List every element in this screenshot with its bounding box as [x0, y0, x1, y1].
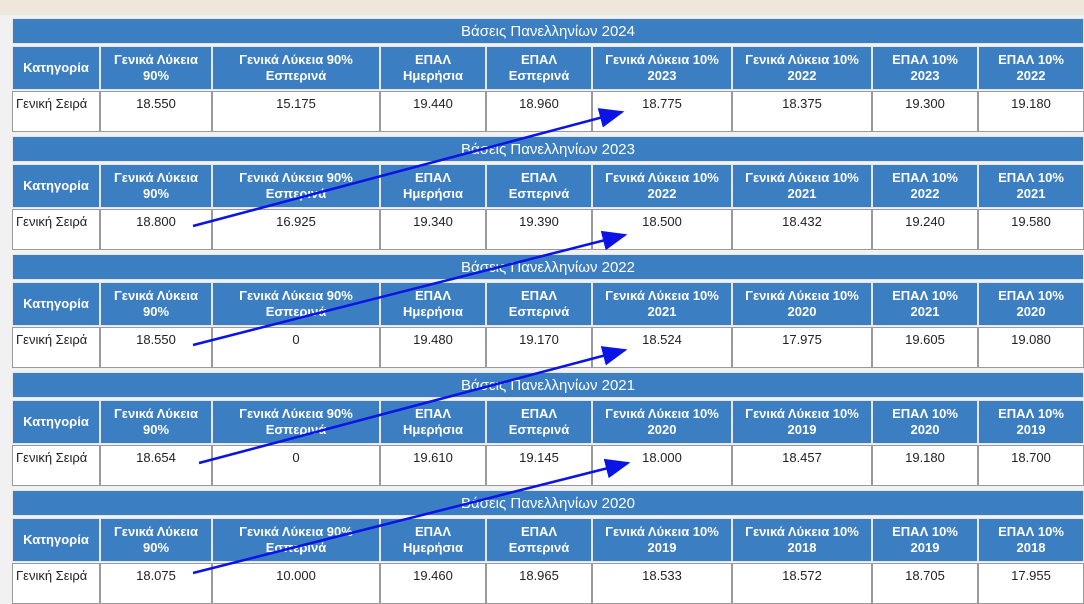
- data-cell: 17.975: [732, 327, 872, 368]
- arrow: [192, 108, 625, 228]
- header-cell: Γενικά Λύκεια 10% 2020: [592, 400, 732, 444]
- data-cell: 18.550: [100, 327, 212, 368]
- header-cell: ΕΠΑΛ Εσπερινά: [486, 164, 592, 208]
- table: Βάσεις Πανελληνίων 2022 Κατηγορία Γενικά Λ…: [12, 254, 1084, 368]
- header-cell: ΕΠΑΛ Ημερήσια: [380, 46, 486, 90]
- header-cell: ΕΠΑΛ Εσπερινά: [486, 518, 592, 562]
- header-cell: ΕΠΑΛ 10% 2023: [872, 46, 978, 90]
- arrow: [192, 458, 631, 575]
- header-cell: ΕΠΑΛ 10% 2021: [978, 164, 1084, 208]
- data-cell: 19.180: [978, 91, 1084, 132]
- table-title: Βάσεις Πανελληνίων 2021: [12, 372, 1084, 398]
- header-cell: Γενικά Λύκεια 90%: [100, 164, 212, 208]
- header-cell: Γενικά Λύκεια 90% Εσπερινά: [212, 164, 380, 208]
- data-cell: 16.925: [212, 209, 380, 250]
- header-cell: ΕΠΑΛ 10% 2020: [872, 400, 978, 444]
- data-cell: 19.340: [380, 209, 486, 250]
- header-cell: ΕΠΑΛ Εσπερινά: [486, 46, 592, 90]
- header-cell: ΕΠΑΛ Ημερήσια: [380, 400, 486, 444]
- data-cell: 19.180: [872, 445, 978, 486]
- header-cell: ΕΠΑΛ 10% 2021: [872, 282, 978, 326]
- table-title: Βάσεις Πανελληνίων 2023: [12, 136, 1084, 162]
- header-cell: Κατηγορία: [12, 164, 100, 208]
- header-cell: Γενικά Λύκεια 10% 2021: [732, 164, 872, 208]
- header-cell: Γενικά Λύκεια 90%: [100, 518, 212, 562]
- table: Βάσεις Πανελληνίων 2023 Κατηγορία Γενικά Λ…: [12, 136, 1084, 250]
- table: Βάσεις Πανελληνίων 2024 Κατηγορία Γενικά Λ…: [12, 18, 1084, 132]
- data-cell: 18.800: [100, 209, 212, 250]
- data-cell: 18.432: [732, 209, 872, 250]
- table: Βάσεις Πανελληνίων 2021 Κατηγορία Γενικά Λ…: [12, 372, 1084, 486]
- data-cell: Γενική Σειρά: [12, 209, 100, 250]
- data-cell: 19.440: [380, 91, 486, 132]
- header-cell: Κατηγορία: [12, 282, 100, 326]
- header-cell: Γενικά Λύκεια 10% 2022: [732, 46, 872, 90]
- header-cell: Γενικά Λύκεια 10% 2020: [732, 282, 872, 326]
- data-cell: 19.390: [486, 209, 592, 250]
- data-cell: 19.480: [380, 327, 486, 368]
- header-cell: Γενικά Λύκεια 90%: [100, 282, 212, 326]
- header-cell: Γενικά Λύκεια 10% 2022: [592, 164, 732, 208]
- data-cell: 18.960: [486, 91, 592, 132]
- data-cell: 18.457: [732, 445, 872, 486]
- header-cell: ΕΠΑΛ 10% 2018: [978, 518, 1084, 562]
- header-cell: Γενικά Λύκεια 10% 2023: [592, 46, 732, 90]
- data-cell: 19.240: [872, 209, 978, 250]
- data-cell: 19.605: [872, 327, 978, 368]
- data-cell: 18.550: [100, 91, 212, 132]
- arrow: [192, 230, 628, 347]
- data-cell: 18.654: [100, 445, 212, 486]
- table-title: Βάσεις Πανελληνίων 2022: [12, 254, 1084, 280]
- data-cell: 18.375: [732, 91, 872, 132]
- data-cell: 15.175: [212, 91, 380, 132]
- arrows: [192, 108, 631, 575]
- header-cell: Γενικά Λύκεια 90%: [100, 400, 212, 444]
- data-cell: 19.610: [380, 445, 486, 486]
- data-cell: Γενική Σειρά: [12, 91, 100, 132]
- data-cell: 18.700: [978, 445, 1084, 486]
- header-cell: ΕΠΑΛ Εσπερινά: [486, 282, 592, 326]
- header-cell: Γενικά Λύκεια 10% 2018: [732, 518, 872, 562]
- header-cell: Γενικά Λύκεια 10% 2019: [732, 400, 872, 444]
- header-cell: Κατηγορία: [12, 518, 100, 562]
- header-cell: Γενικά Λύκεια 90%: [100, 46, 212, 90]
- data-cell: Γενική Σειρά: [12, 327, 100, 368]
- header-cell: Γενικά Λύκεια 10% 2021: [592, 282, 732, 326]
- data-cell: 19.080: [978, 327, 1084, 368]
- header-cell: Γενικά Λύκεια 90% Εσπερινά: [212, 46, 380, 90]
- header-cell: ΕΠΑΛ Ημερήσια: [380, 518, 486, 562]
- header-cell: ΕΠΑΛ 10% 2022: [978, 46, 1084, 90]
- header-cell: Κατηγορία: [12, 400, 100, 444]
- header-cell: Γενικά Λύκεια 10% 2019: [592, 518, 732, 562]
- data-cell: 19.300: [872, 91, 978, 132]
- table-title: Βάσεις Πανελληνίων 2024: [12, 18, 1084, 44]
- data-cell: Γενική Σειρά: [12, 445, 100, 486]
- arrow: [198, 346, 628, 465]
- data-cell: 19.145: [486, 445, 592, 486]
- header-cell: ΕΠΑΛ Ημερήσια: [380, 282, 486, 326]
- header-cell: ΕΠΑΛ 10% 2019: [872, 518, 978, 562]
- data-cell: 19.170: [486, 327, 592, 368]
- header-cell: ΕΠΑΛ 10% 2022: [872, 164, 978, 208]
- header-cell: ΕΠΑΛ Εσπερινά: [486, 400, 592, 444]
- top-bar: [0, 0, 1084, 15]
- header-cell: Κατηγορία: [12, 46, 100, 90]
- table-title: Βάσεις Πανελληνίων 2020: [12, 490, 1084, 516]
